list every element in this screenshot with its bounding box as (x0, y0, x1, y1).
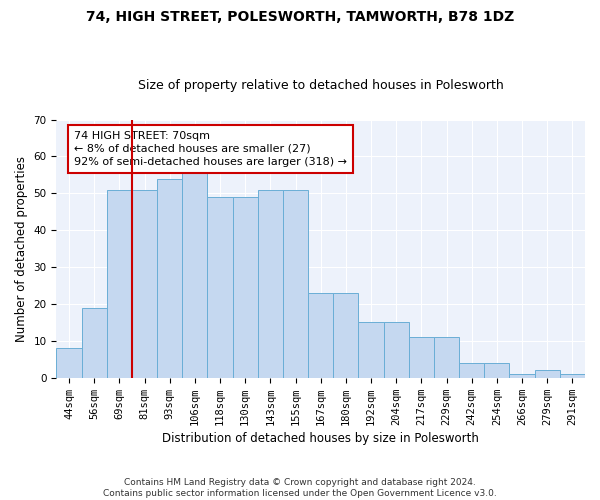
Bar (308, 293, 333, 378)
Bar (358, 322, 383, 378)
Bar (434, 337, 459, 378)
Bar (82, 308, 107, 378)
Bar (208, 197, 233, 378)
Text: Contains HM Land Registry data © Crown copyright and database right 2024.
Contai: Contains HM Land Registry data © Crown c… (103, 478, 497, 498)
Text: 74, HIGH STREET, POLESWORTH, TAMWORTH, B78 1DZ: 74, HIGH STREET, POLESWORTH, TAMWORTH, B… (86, 10, 514, 24)
Bar (333, 293, 358, 378)
Bar (182, 164, 208, 378)
Bar (535, 370, 560, 378)
Bar (132, 190, 157, 378)
Bar (409, 337, 434, 378)
Text: 74 HIGH STREET: 70sqm
← 8% of detached houses are smaller (27)
92% of semi-detac: 74 HIGH STREET: 70sqm ← 8% of detached h… (74, 130, 347, 167)
Bar (233, 197, 258, 378)
Bar (258, 190, 283, 378)
Bar (560, 374, 585, 378)
Title: Size of property relative to detached houses in Polesworth: Size of property relative to detached ho… (138, 79, 503, 92)
Y-axis label: Number of detached properties: Number of detached properties (15, 156, 28, 342)
Bar (56, 348, 82, 378)
Bar (283, 190, 308, 378)
Bar (107, 190, 132, 378)
Bar (484, 363, 509, 378)
Bar (459, 363, 484, 378)
Bar (157, 178, 182, 378)
X-axis label: Distribution of detached houses by size in Polesworth: Distribution of detached houses by size … (162, 432, 479, 445)
Bar (509, 374, 535, 378)
Bar (383, 322, 409, 378)
